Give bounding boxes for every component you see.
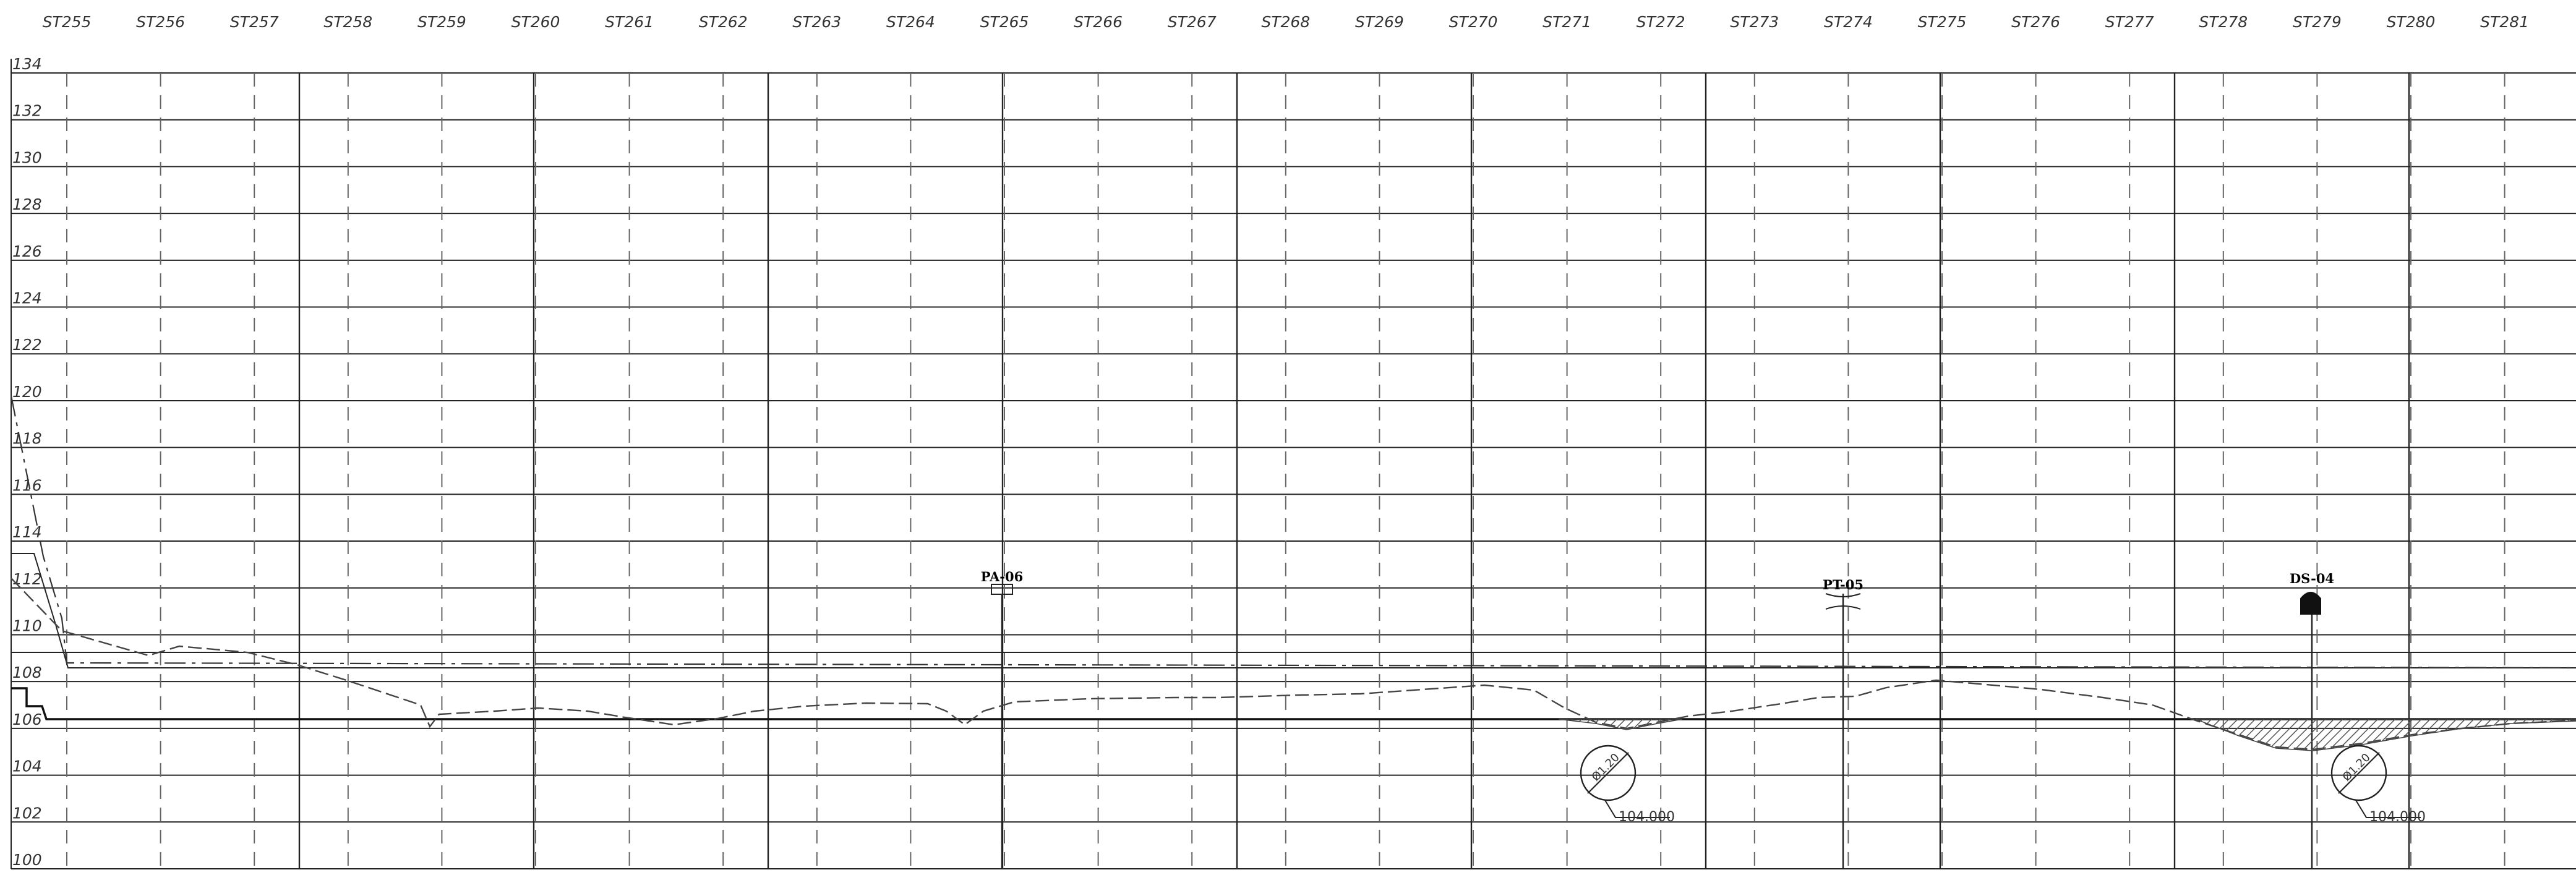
cut-area-1 [1558, 719, 1683, 730]
pipe-circle-icon [2330, 745, 2387, 801]
station-label: ST257 [230, 13, 279, 31]
water-level-line [10, 395, 2576, 669]
elevation-labels: 134 132 130 128 126 124 122 120 118 116 114 112 110 1… [12, 55, 42, 869]
diameter-arrow-icon [1587, 752, 1629, 794]
station-label: ST267 [1168, 13, 1217, 31]
rectangle-marker-icon [991, 584, 1013, 595]
elevation-label: 118 [12, 430, 42, 448]
station-label: ST269 [1355, 13, 1404, 31]
station-label: ST275 [1918, 13, 1967, 31]
pipe-invert-label: 104.000 [2369, 809, 2426, 825]
elevation-label: 120 [12, 383, 42, 401]
pipe-circle-icon [1580, 745, 1637, 801]
station-labels: ST255 ST256 ST257 ST258 ST259 ST260 ST261 ST262… [43, 13, 2529, 31]
elevation-label: 134 [12, 55, 42, 73]
elevation-grid [11, 59, 2576, 869]
elevation-label: 132 [12, 102, 42, 120]
elevation-label: 130 [12, 148, 42, 166]
station-label: ST281 [2480, 13, 2529, 31]
structure-ds-04: DS-04 [2290, 571, 2334, 615]
station-label: ST274 [1824, 13, 1873, 31]
cut-area-2 [2195, 719, 2576, 751]
station-label: ST271 [1543, 13, 1591, 31]
station-label: ST268 [1261, 13, 1310, 31]
station-label: ST261 [605, 13, 654, 31]
elevation-label: 126 [12, 242, 42, 260]
profile-lines [10, 395, 2576, 751]
elevation-label: 108 [12, 664, 42, 681]
diameter-arrow-icon [2338, 752, 2380, 794]
station-grid [66, 73, 2505, 869]
station-label: ST266 [1074, 13, 1123, 31]
structure-tag-ds-04: DS-04 [2290, 571, 2334, 586]
arch-marker-icon [2300, 592, 2321, 615]
station-label: ST276 [2011, 13, 2060, 31]
station-label: ST272 [1637, 13, 1685, 31]
elevation-label: 110 [12, 617, 42, 634]
bracket-marker-icon [1825, 593, 1861, 610]
pipe-diameter-label: Ø1.20 [2340, 751, 2373, 784]
structure-pa-06: PA-06 [981, 569, 1024, 595]
station-label: ST270 [1449, 13, 1498, 31]
design-grade-line [11, 687, 2576, 720]
elevation-label: 102 [12, 804, 42, 822]
pipe-invert-label: 104.000 [1619, 809, 1675, 825]
structure-tag-pt-05: PT-05 [1823, 577, 1864, 592]
elevation-label: 100 [12, 851, 42, 869]
elevation-label: 122 [12, 336, 42, 354]
station-label: ST256 [136, 13, 185, 31]
station-label: ST273 [1730, 13, 1779, 31]
station-label: ST278 [2199, 13, 2248, 31]
leader-line [1604, 800, 1670, 818]
station-label: ST255 [43, 13, 92, 31]
pipe-diameter-label: Ø1.20 [1590, 751, 1622, 784]
structure-markers: PA-06 PT-05 DS-04 [981, 569, 2334, 615]
station-label: ST265 [980, 13, 1029, 31]
station-label: ST260 [511, 13, 560, 31]
pipe-callout-2: Ø1.20 104.000 [2330, 745, 2426, 825]
structure-tag-pa-06: PA-06 [981, 569, 1024, 584]
elevation-label: 128 [12, 195, 42, 213]
leader-line [2355, 800, 2421, 818]
station-label: ST262 [699, 13, 748, 31]
structure-pt-05: PT-05 [1823, 577, 1864, 610]
station-label: ST263 [792, 13, 841, 31]
station-label: ST258 [323, 13, 372, 31]
station-label: ST277 [2105, 13, 2154, 31]
left-boundary-line [11, 553, 2576, 668]
station-label: ST280 [2387, 13, 2436, 31]
elevation-label: 124 [12, 289, 42, 307]
pipe-callouts: Ø1.20 104.000 Ø1.20 104.000 [1580, 745, 2426, 825]
station-label: ST279 [2293, 13, 2342, 31]
elevation-label: 114 [12, 523, 42, 541]
elevation-label: 116 [12, 476, 42, 494]
elevation-label: 104 [12, 758, 42, 775]
existing-ground-line [11, 578, 2576, 751]
elevation-label: 112 [12, 570, 42, 588]
station-label: ST259 [417, 13, 466, 31]
station-label: ST264 [886, 13, 935, 31]
elevation-label: 106 [12, 711, 42, 728]
